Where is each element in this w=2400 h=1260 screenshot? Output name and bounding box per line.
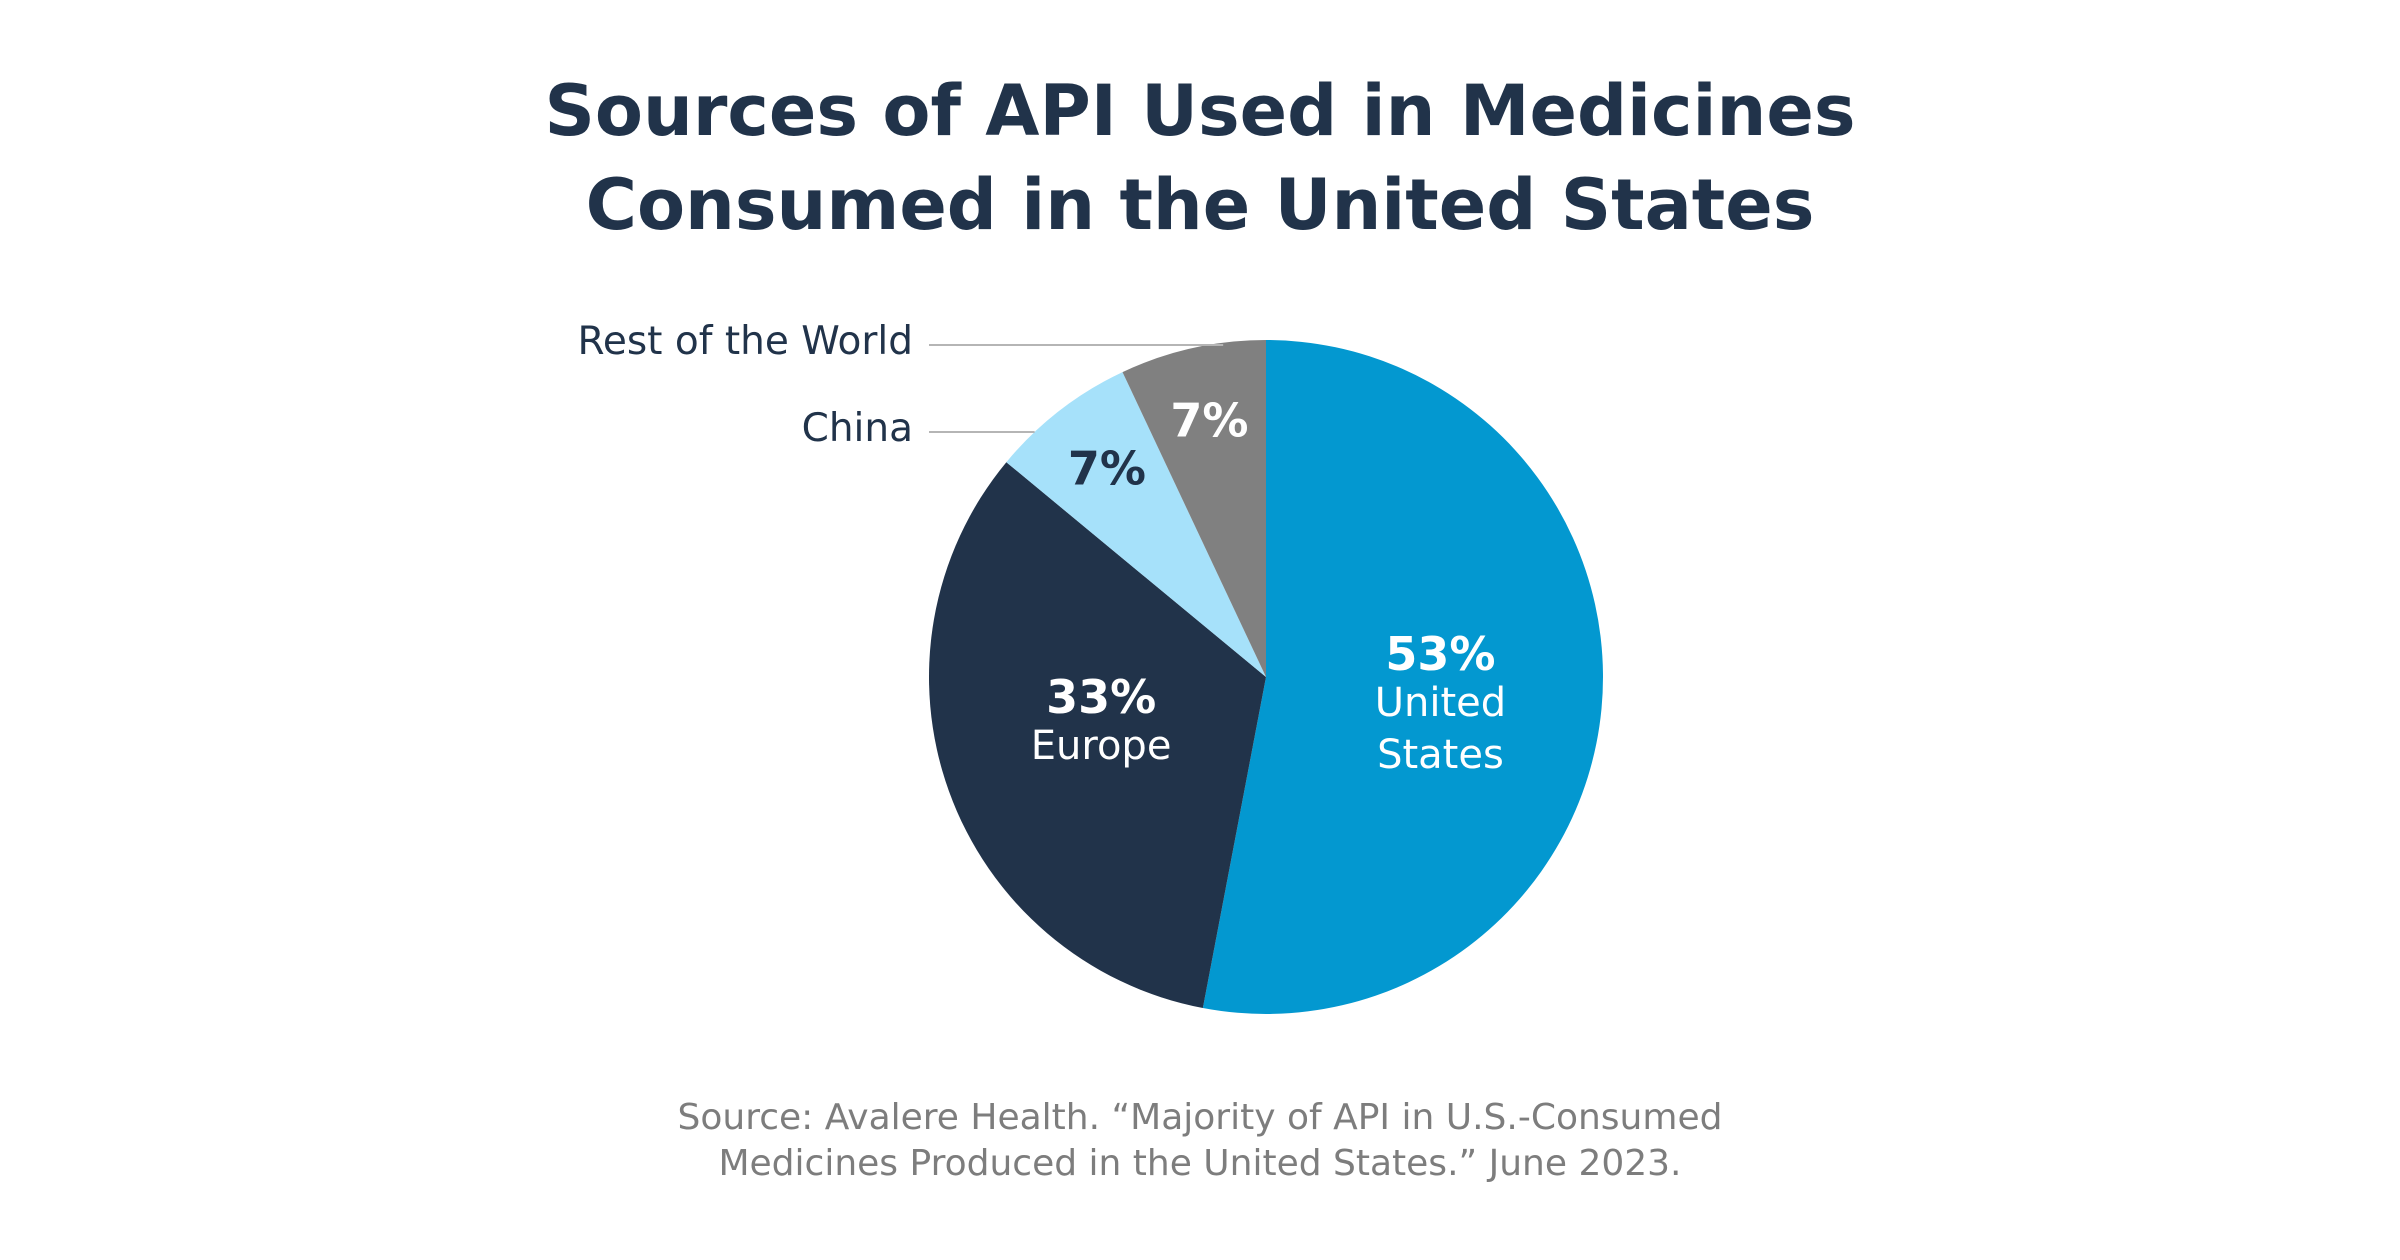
pie-slice: [928, 462, 1266, 1009]
value-label: 53%: [1385, 627, 1495, 681]
value-label: 33%: [1046, 670, 1156, 724]
chart-title: Sources of API Used in Medicines: [544, 70, 1856, 152]
category-label: China: [801, 406, 913, 451]
value-label: 7%: [1170, 393, 1248, 447]
source-note: Medicines Produced in the United States.…: [718, 1143, 1682, 1184]
chart-title: Consumed in the United States: [585, 164, 1815, 246]
pie-slice: [1202, 340, 1603, 1014]
category-label: Rest of the World: [577, 319, 914, 364]
category-label: United States: [1374, 680, 1507, 779]
pie-slice: [1122, 340, 1266, 677]
value-label: 7%: [1068, 441, 1146, 495]
category-label: Europe: [1030, 723, 1172, 770]
source-note: Source: Avalere Health. “Majority of API…: [677, 1097, 1723, 1138]
pie-slice: [1006, 372, 1266, 677]
